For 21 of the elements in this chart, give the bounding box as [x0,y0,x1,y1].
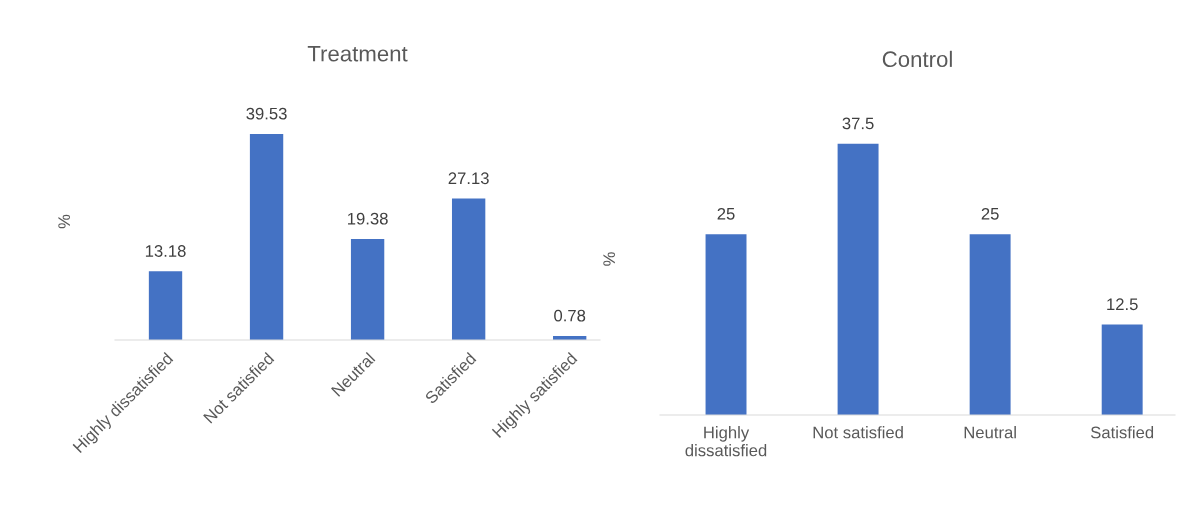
data-label: 19.38 [348,212,388,225]
data-label: 39.53 [246,107,287,120]
data-label: 27.13 [448,172,489,185]
x-tick-label: Neutral [964,426,1016,439]
y-axis-title: % [58,214,70,229]
data-label: 25 [717,207,735,220]
chart-title: Control [882,50,952,68]
data-label: 13.18 [145,245,186,257]
data-label: 0.78 [554,309,586,322]
bar [451,198,486,340]
bar [249,133,284,340]
bar [350,238,385,340]
x-tick-label: Not satisfied [813,426,903,439]
y-axis-title: % [603,252,615,266]
data-label: 12.5 [1107,298,1138,311]
x-tick-label: Satisfied [1090,426,1154,439]
data-label: 37.5 [842,117,874,130]
x-tick-label: Highly dissatisfied [685,426,767,457]
data-label: 25 [981,207,999,220]
bar [148,271,183,340]
chart-title: Treatment [307,46,408,62]
